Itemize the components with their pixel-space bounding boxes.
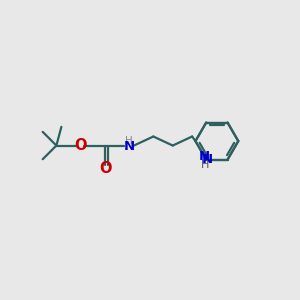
Text: O: O	[99, 161, 111, 176]
Text: H: H	[125, 136, 133, 146]
Text: N: N	[199, 150, 210, 163]
Text: N: N	[202, 153, 213, 166]
Text: O: O	[74, 138, 87, 153]
Text: N: N	[123, 140, 134, 153]
Text: H: H	[200, 160, 209, 170]
